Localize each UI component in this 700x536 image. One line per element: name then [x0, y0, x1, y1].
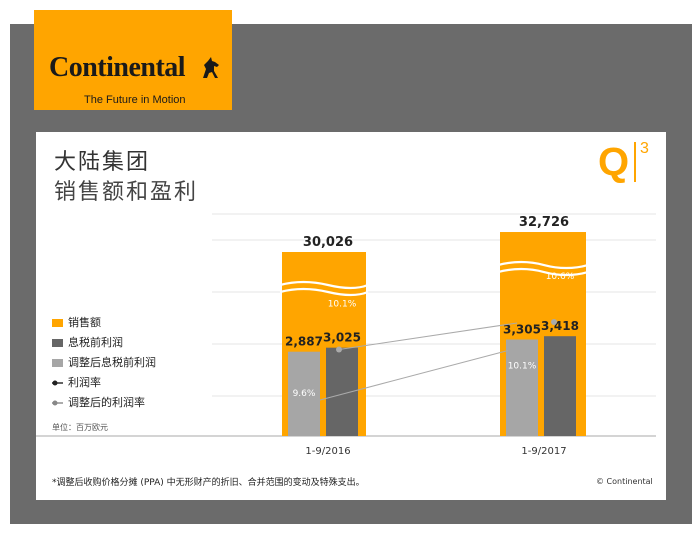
- margin-line-icon: [52, 380, 63, 386]
- adj-ebit-bar: [506, 339, 538, 436]
- quarter-number: 3: [640, 140, 649, 157]
- legend-label-sales: 销售额: [68, 316, 101, 329]
- axis-break-wave: [497, 260, 589, 270]
- chart-area: 30,026 2,887 3,025 9.6% 10.1% 1-9/2016 32,726 3…: [36, 213, 656, 457]
- legend-item-margin: 利润率: [52, 374, 156, 392]
- ebit-swatch: [52, 339, 63, 347]
- axis-break-wave: [279, 287, 369, 297]
- legend-item-adj-ebit: 调整后息税前利润: [52, 354, 156, 372]
- legend-label-adj-margin: 调整后的利润率: [68, 396, 145, 409]
- margin-line: [338, 322, 518, 350]
- ebit-bar: [326, 347, 358, 436]
- logo-tagline: The Future in Motion: [84, 94, 186, 106]
- copyright: © Continental: [596, 477, 653, 486]
- quarter-letter: Q: [598, 140, 630, 184]
- adj-margin-line: [319, 350, 509, 401]
- sales-swatch: [52, 319, 63, 327]
- adj-ebit-value-label: 3,305: [503, 322, 541, 336]
- legend-label-margin: 利润率: [68, 376, 101, 389]
- adj-ebit-swatch: [52, 359, 63, 367]
- adj-margin-label: 9.6%: [293, 389, 316, 399]
- legend-item-adj-margin: 调整后的利润率: [52, 394, 156, 412]
- continental-logo: Continental The Future in Motion: [34, 10, 232, 110]
- footnote: *调整后收购价格分摊 (PPA) 中无形财产的折旧、合并范围的变动及特殊支出。: [52, 478, 365, 488]
- logo-wordmark: Continental: [49, 52, 186, 83]
- adj-ebit-value-label: 2,887: [285, 335, 323, 349]
- quarter-divider: [634, 142, 636, 182]
- margin-label: 10.1%: [328, 300, 357, 310]
- horse-icon: [203, 57, 219, 78]
- x-tick-label: 1-9/2017: [521, 446, 566, 457]
- slide-card: 大陆集团 销售额和盈利 Q 3 30,026 2,887 3,025 9.6% 10.1…: [36, 132, 666, 500]
- legend-item-sales: 销售额: [52, 314, 156, 332]
- legend-label-adj-ebit: 调整后息税前利润: [68, 356, 156, 369]
- axis-break-wave: [497, 267, 589, 277]
- axis-break-wave: [279, 280, 369, 290]
- margin-point: [336, 346, 342, 353]
- unit-label: 单位：百万欧元: [52, 423, 108, 432]
- adj-margin-label: 10.1%: [508, 362, 537, 372]
- ebit-value-label: 3,025: [323, 331, 361, 345]
- legend-label-ebit: 息税前利润: [68, 336, 123, 349]
- page-subtitle: 销售额和盈利: [54, 180, 199, 205]
- margin-point: [551, 319, 557, 325]
- x-tick-label: 1-9/2016: [305, 446, 350, 457]
- adj-ebit-bar: [288, 351, 320, 436]
- page-title: 大陆集团: [54, 150, 151, 175]
- legend: 销售额 息税前利润 调整后息税前利润 利润率 调整后的利润率: [52, 314, 156, 414]
- margin-label: 10.6%: [546, 272, 575, 282]
- ebit-bar: [544, 336, 576, 436]
- adj-margin-line-icon: [52, 400, 63, 406]
- legend-item-ebit: 息税前利润: [52, 334, 156, 352]
- sales-value-label: 32,726: [519, 215, 569, 230]
- ebit-value-label: 3,418: [541, 319, 579, 333]
- sales-value-label: 30,026: [303, 235, 353, 250]
